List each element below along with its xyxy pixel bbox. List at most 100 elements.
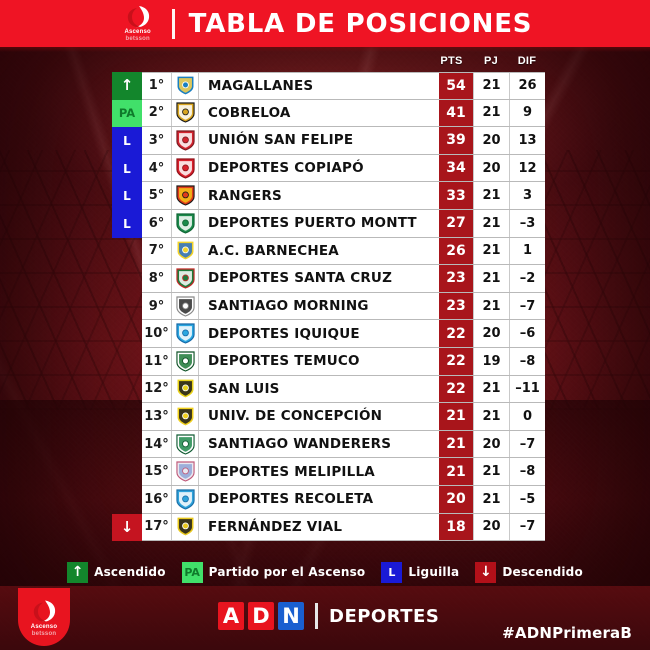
footer-ascenso-logo: Ascenso betsson bbox=[18, 588, 70, 646]
cell-goal-difference: 26 bbox=[509, 73, 545, 99]
cell-team-name: A.C. BARNECHEA bbox=[208, 242, 339, 259]
badge-label: ↑ bbox=[120, 76, 134, 95]
row-cells: 6° DEPORTES PUERTO MONTT 27 21 –3 bbox=[142, 209, 545, 238]
column-header-dif: DIF bbox=[517, 55, 537, 67]
cell-goal-difference: –7 bbox=[509, 292, 545, 320]
row-cells: 14° SANTIAGO WANDERERS 21 20 –7 bbox=[142, 430, 545, 459]
cell-played: 21 bbox=[473, 485, 509, 513]
header-bar: Ascenso betsson TABLA DE POSICIONES bbox=[0, 0, 650, 52]
table-row: 8° DEPORTES SANTA CRUZ 23 21 –2 bbox=[112, 265, 545, 293]
row-status-badge-none bbox=[112, 293, 142, 321]
cell-goal-difference: 9 bbox=[509, 99, 545, 127]
cell-team-name: SANTIAGO MORNING bbox=[208, 298, 369, 315]
cell-points: 27 bbox=[439, 209, 473, 237]
cell-played: 21 bbox=[473, 182, 509, 209]
table-row: 15° DEPORTES MELIPILLA 21 21 –8 bbox=[112, 458, 545, 486]
row-status-badge-down: ↓ bbox=[112, 513, 142, 542]
badge-label: L bbox=[123, 189, 131, 204]
cell-position: 2° bbox=[142, 99, 172, 127]
cell-goal-difference: –8 bbox=[509, 347, 545, 375]
badge-label: L bbox=[123, 133, 131, 148]
iquique-crest bbox=[175, 323, 195, 344]
row-status-badge-none bbox=[112, 376, 142, 404]
cell-team-name: UNIV. DE CONCEPCIÓN bbox=[208, 408, 383, 425]
cell-crest bbox=[172, 99, 199, 127]
cell-goal-difference: 1 bbox=[509, 237, 545, 265]
legend-badge-l: L bbox=[381, 561, 403, 583]
legend: ↑ Ascendido PA Partido por el Ascenso L Ligui… bbox=[0, 558, 650, 586]
ascenso-betsson-logo: Ascenso betsson bbox=[118, 3, 158, 45]
cell-played: 21 bbox=[473, 99, 509, 127]
page-title: TABLA DE POSICIONES bbox=[188, 8, 533, 39]
cell-crest bbox=[172, 430, 199, 458]
cobreloa-crest bbox=[175, 102, 195, 123]
cell-points: 22 bbox=[439, 375, 473, 403]
cell-position: 11° bbox=[142, 347, 172, 375]
row-cells: 5° RANGERS 33 21 3 bbox=[142, 182, 545, 210]
cell-team-name: MAGALLANES bbox=[208, 77, 314, 94]
cell-position: 13° bbox=[142, 403, 172, 430]
cell-played: 21 bbox=[473, 375, 509, 403]
cell-goal-difference: –7 bbox=[509, 513, 545, 541]
cell-goal-difference: 0 bbox=[509, 403, 545, 430]
cell-team-name: FERNÁNDEZ VIAL bbox=[208, 518, 343, 535]
cell-points: 54 bbox=[439, 73, 473, 99]
row-status-badge-none bbox=[112, 431, 142, 459]
wanderers-crest bbox=[175, 433, 195, 455]
cell-played: 20 bbox=[473, 154, 509, 182]
row-status-badge-none bbox=[112, 486, 142, 514]
legend-badge-symbol: ↓ bbox=[479, 564, 492, 580]
cell-points: 21 bbox=[439, 403, 473, 430]
table-row: L 4° DEPORTES COPIAPÓ 34 20 12 bbox=[112, 154, 545, 183]
cell-goal-difference: –6 bbox=[509, 320, 545, 347]
row-cells: 4° DEPORTES COPIAPÓ 34 20 12 bbox=[142, 154, 545, 183]
cell-points: 22 bbox=[439, 320, 473, 347]
legend-badge-down: ↓ bbox=[475, 561, 497, 583]
row-status-badge-none bbox=[112, 348, 142, 376]
cell-team-name: DEPORTES IQUIQUE bbox=[208, 325, 360, 342]
fernandez-vial-crest bbox=[175, 516, 195, 537]
row-status-badge-pa: PA bbox=[112, 99, 142, 128]
badge-label: L bbox=[123, 161, 131, 176]
row-status-badge-none bbox=[112, 458, 142, 486]
row-cells: 9° SANTIAGO MORNING 23 21 –7 bbox=[142, 292, 545, 321]
cell-played: 21 bbox=[473, 73, 509, 99]
footer-logo-sub: betsson bbox=[31, 630, 57, 637]
cell-team-name: SAN LUIS bbox=[208, 380, 280, 397]
cell-crest bbox=[172, 485, 199, 513]
cell-position: 17° bbox=[142, 513, 172, 541]
cell-crest bbox=[172, 292, 199, 320]
legend-item-l: L Liguilla bbox=[381, 561, 459, 583]
legend-item-down: ↓ Descendido bbox=[475, 561, 583, 583]
ascenso-swirl-icon bbox=[125, 5, 151, 29]
table-row: 11° DEPORTES TEMUCO 22 19 –8 bbox=[112, 347, 545, 376]
table-row: PA 2° COBRELOA 41 21 9 bbox=[112, 99, 545, 128]
row-cells: 12° SAN LUIS 22 21 –11 bbox=[142, 375, 545, 404]
legend-item-up: ↑ Ascendido bbox=[67, 561, 166, 583]
cell-played: 21 bbox=[473, 265, 509, 292]
cell-points: 21 bbox=[439, 430, 473, 458]
cell-team-name: DEPORTES MELIPILLA bbox=[208, 463, 375, 480]
cell-points: 23 bbox=[439, 265, 473, 292]
cell-points: 34 bbox=[439, 154, 473, 182]
cell-team-name: DEPORTES RECOLETA bbox=[208, 491, 374, 508]
cell-team-name: SANTIAGO WANDERERS bbox=[208, 436, 392, 453]
cell-position: 1° bbox=[142, 73, 172, 99]
udec-crest bbox=[175, 406, 195, 427]
cell-crest bbox=[172, 237, 199, 265]
header-divider bbox=[171, 8, 175, 39]
cell-team-name: DEPORTES SANTA CRUZ bbox=[208, 270, 393, 287]
table-row: 12° SAN LUIS 22 21 –11 bbox=[112, 375, 545, 404]
cell-position: 9° bbox=[142, 292, 172, 320]
cell-goal-difference: –2 bbox=[509, 265, 545, 292]
cell-played: 21 bbox=[473, 237, 509, 265]
cell-crest bbox=[172, 347, 199, 375]
union-san-felipe-crest bbox=[175, 130, 195, 151]
cell-points: 21 bbox=[439, 458, 473, 485]
badge-label: L bbox=[123, 216, 131, 231]
cell-points: 20 bbox=[439, 485, 473, 513]
cell-goal-difference: –7 bbox=[509, 430, 545, 458]
cell-crest bbox=[172, 403, 199, 430]
cell-position: 15° bbox=[142, 458, 172, 485]
